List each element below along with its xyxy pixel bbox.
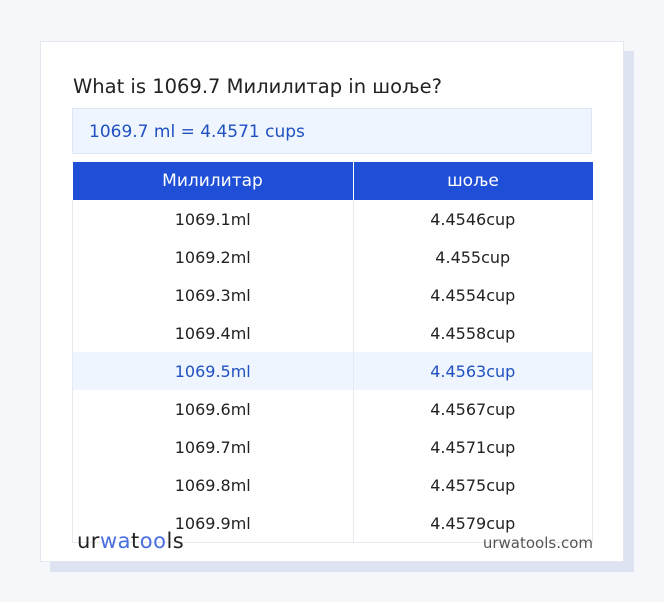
ml-cell: 1069.1ml	[72, 200, 354, 238]
ml-cell: 1069.8ml	[72, 466, 354, 504]
table-row: 1069.1ml 4.4546cup	[72, 200, 593, 238]
site-link[interactable]: urwatools.com	[482, 534, 593, 552]
cups-cell: 4.455cup	[352, 238, 593, 276]
urwatools-logo[interactable]: urwatools	[77, 529, 185, 553]
table-row: 1069.2ml 4.455cup	[72, 238, 593, 276]
cups-cell: 4.4546cup	[352, 200, 593, 238]
cups-cell: 4.4558cup	[352, 314, 593, 352]
table-row: 1069.9ml 4.4579cup	[72, 504, 593, 543]
table-row: 1069.8ml 4.4575cup	[72, 466, 593, 504]
table-row: 1069.4ml 4.4558cup	[72, 314, 593, 352]
ml-cell: 1069.4ml	[72, 314, 354, 352]
ml-cell: 1069.7ml	[72, 428, 354, 466]
table-row: 1069.7ml 4.4571cup	[72, 428, 593, 466]
cups-cell: 4.4567cup	[352, 390, 593, 428]
column-header-cups: шоље	[352, 162, 593, 200]
converter-card: What is 1069.7 Милилитар in шоље? 1069.7…	[40, 41, 624, 562]
table-row: 1069.3ml 4.4554cup	[72, 276, 593, 314]
result-box: 1069.7 ml = 4.4571 cups	[72, 108, 592, 154]
table-row: 1069.5ml 4.4563cup	[72, 352, 593, 390]
conversion-table: Милилитар шоље 1069.1ml 4.4546cup 1069.2ml…	[72, 162, 593, 543]
table-row: 1069.6ml 4.4567cup	[72, 390, 593, 428]
column-header-ml: Милилитар	[72, 162, 353, 200]
page-title: What is 1069.7 Милилитар in шоље?	[73, 75, 442, 98]
ml-cell: 1069.6ml	[72, 390, 354, 428]
ml-cell: 1069.3ml	[72, 276, 354, 314]
ml-cell: 1069.9ml	[72, 504, 354, 543]
cups-cell: 4.4554cup	[352, 276, 593, 314]
cups-cell: 4.4571cup	[352, 428, 593, 466]
ml-cell: 1069.5ml	[72, 352, 354, 390]
ml-cell: 1069.2ml	[72, 238, 354, 276]
cups-cell: 4.4563cup	[352, 352, 593, 390]
cups-cell: 4.4575cup	[352, 466, 593, 504]
cups-cell: 4.4579cup	[352, 504, 593, 543]
